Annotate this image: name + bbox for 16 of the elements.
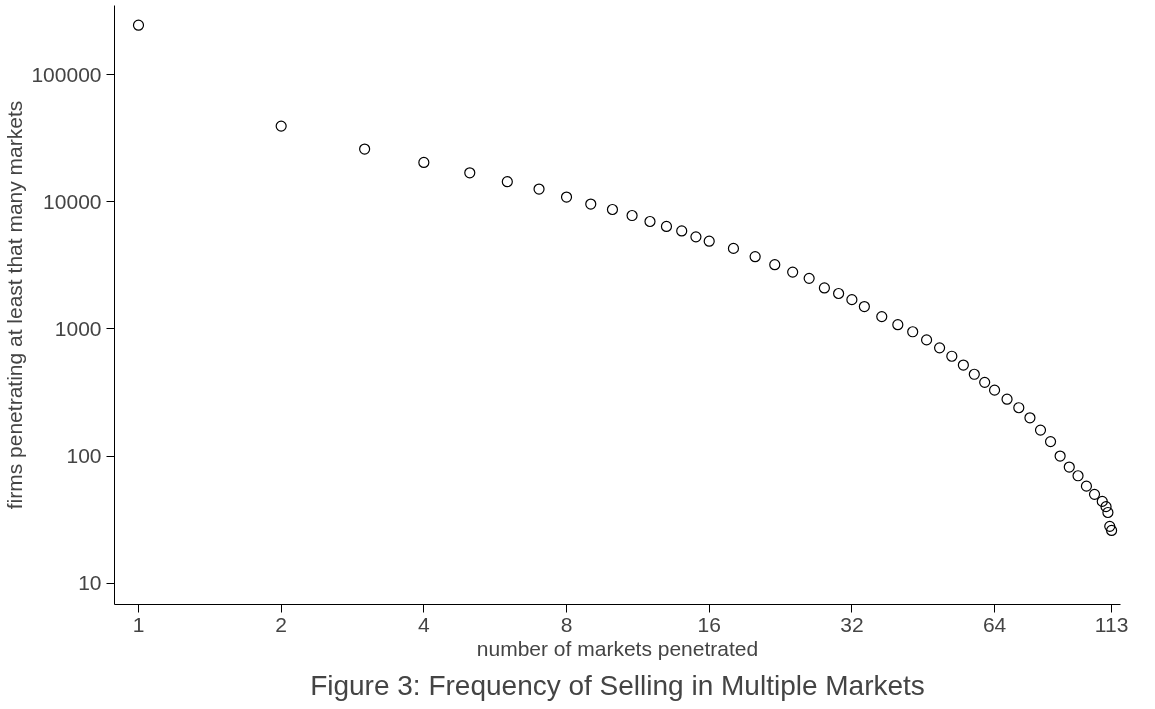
- x-tick-label: 64: [982, 612, 1007, 636]
- x-tick-label: 1: [132, 612, 145, 636]
- x-tick-label: 4: [418, 612, 431, 636]
- y-tick-label: 10000: [43, 189, 102, 213]
- y-axis-title: firms penetrating at least that many markets: [3, 100, 27, 510]
- x-tick-label: 8: [560, 612, 573, 636]
- y-tick-label: 100000: [31, 62, 102, 86]
- x-tick-label: 113: [1094, 612, 1129, 636]
- text: Figure 3: Frequency of Selling in Multiple Markets: [310, 669, 925, 701]
- x-axis-title: number of markets penetrated: [476, 636, 759, 660]
- x-tick-label: 2: [275, 612, 288, 636]
- x-tick-label: 16: [697, 612, 721, 636]
- y-tick-label: 100: [66, 444, 102, 468]
- x-tick-label: 32: [840, 612, 864, 636]
- y-tick-label: 10: [78, 571, 102, 595]
- y-tick-label: 1000: [54, 316, 102, 340]
